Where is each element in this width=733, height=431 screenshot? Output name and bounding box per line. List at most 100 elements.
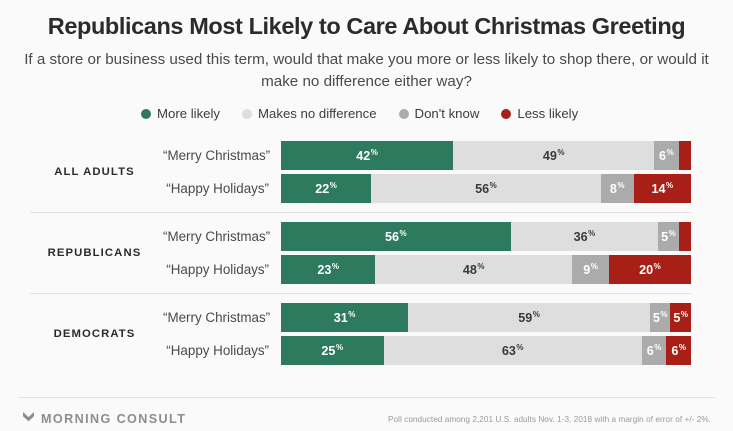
source-note: Poll conducted among 2,201 U.S. adults N… [388, 414, 711, 424]
legend-item-less: Less likely [501, 106, 578, 121]
percent-sign: % [654, 342, 662, 352]
bar-segment-number: 36 [573, 229, 588, 244]
legend-label: Don't know [414, 106, 480, 122]
bar-segment-dk: 6% [641, 336, 667, 366]
percent-sign: % [588, 228, 596, 238]
percent-sign: % [370, 147, 378, 157]
bar-segment-less: 14% [633, 174, 691, 204]
bar-segment-less [678, 222, 691, 252]
bar-segment-value: 20% [639, 261, 661, 277]
stacked-bar: 31% 59% 5% 5% [281, 303, 691, 333]
bar-segment-more: 23% [281, 255, 376, 285]
bar-segment-number: 31 [333, 310, 348, 325]
bar-segment-value: 59% [518, 309, 540, 325]
bar-segment-dk: 8% [600, 174, 634, 204]
bar-segment-value: 14% [651, 181, 673, 196]
stacked-bar: 25% 63% 6% 6% [281, 336, 691, 366]
row-label: “Merry Christmas” [163, 310, 271, 326]
bar-segment-more: 25% [281, 336, 384, 366]
bar-segment-value: 5% [673, 309, 689, 325]
bar-segment-number: 22 [315, 181, 330, 196]
bar-segment-dk: 5% [658, 222, 679, 252]
chart-row: “Merry Christmas” 56% 36% 5% [163, 222, 691, 252]
bar-segment-less: 5% [670, 303, 691, 333]
bar-segment-less: 6% [666, 336, 691, 366]
bar-segment-number: 14 [651, 181, 666, 196]
percent-sign: % [477, 261, 485, 271]
percent-sign: % [660, 309, 668, 319]
bar-segment-number: 5 [661, 229, 669, 244]
bar-segment-value: 22% [315, 180, 337, 196]
group-label: DEMOCRATS [53, 328, 136, 341]
legend-label: More likely [157, 106, 221, 122]
chart-plot-area: ALL ADULTS “Merry Christmas” 42% 49% 6% “Happ… [0, 132, 733, 397]
chart-row: “Happy Holidays” 23% 48% 9% 20% [163, 255, 691, 285]
group-rows: “Merry Christmas” 42% 49% 6% “Happy Holidays… [163, 141, 691, 204]
stacked-bar: 42% 49% 6% [281, 141, 691, 171]
percent-sign: % [516, 342, 524, 352]
chart-legend: More likely Makes no difference Don't know… [0, 106, 733, 121]
percent-sign: % [678, 342, 686, 352]
chart-row: “Happy Holidays” 25% 63% 6% 6% [163, 336, 691, 366]
bar-segment-nodiff: 36% [510, 222, 659, 252]
bar-segment-nodiff: 48% [375, 255, 573, 285]
bar-segment-more: 31% [281, 303, 409, 333]
percent-sign: % [617, 180, 625, 190]
percent-sign: % [329, 180, 337, 190]
bar-segment-number: 23 [317, 262, 332, 277]
bar-segment-nodiff: 63% [383, 336, 642, 366]
chart-header: Republicans Most Likely to Care About Ch… [0, 0, 733, 92]
percent-sign: % [557, 147, 565, 157]
bar-segment-dk: 6% [654, 141, 679, 171]
chart-group: DEMOCRATS “Merry Christmas” 31% 59% 5% 5% “Hap… [30, 293, 691, 374]
brand-name: MORNING CONSULT [41, 412, 187, 426]
bar-segment-value: 56% [475, 181, 497, 196]
chart-row: “Happy Holidays” 22% 56% 8% 14% [163, 174, 691, 204]
bar-segment-number: 48 [462, 262, 477, 277]
group-rows: “Merry Christmas” 31% 59% 5% 5% “Happy Holida… [163, 303, 691, 366]
bar-segment-more: 56% [281, 222, 511, 252]
legend-swatch-less-icon [501, 108, 512, 119]
percent-sign: % [399, 228, 407, 238]
percent-sign: % [532, 309, 540, 319]
bar-segment-number: 6 [646, 343, 654, 358]
bar-segment-number: 8 [609, 181, 617, 196]
row-label: “Happy Holidays” [166, 262, 269, 278]
bar-segment-number: 25 [321, 343, 336, 358]
bar-segment-value: 6% [646, 342, 662, 358]
bar-segment-value: 36% [573, 228, 596, 244]
bar-segment-less: 20% [608, 255, 691, 285]
bar-segment-number: 5 [652, 310, 660, 325]
percent-sign: % [668, 228, 676, 238]
bar-segment-value: 5% [661, 228, 676, 244]
bar-segment-number: 59 [518, 310, 533, 325]
bar-segment-number: 5 [673, 310, 681, 325]
stacked-bar: 56% 36% 5% [281, 222, 691, 252]
bar-segment-nodiff: 56% [371, 174, 601, 204]
percent-sign: % [653, 261, 661, 271]
chart-footer: MORNING CONSULT Poll conducted among 2,2… [18, 397, 715, 431]
row-label: “Happy Holidays” [166, 343, 269, 359]
legend-swatch-dk-icon [398, 108, 409, 119]
page-subtitle: If a store or business used this term, w… [24, 51, 709, 90]
page-title: Republicans Most Likely to Care About Ch… [47, 13, 686, 39]
bar-segment-number: 63 [501, 343, 516, 358]
stacked-bar: 23% 48% 9% 20% [281, 255, 691, 285]
bar-segment-value: 49% [542, 147, 565, 163]
bar-segment-value: 42% [356, 147, 378, 163]
legend-item-nodiff: Makes no difference [242, 106, 377, 121]
group-label: ALL ADULTS [54, 166, 135, 179]
bar-segment-number: 6 [671, 343, 679, 358]
chart-row: “Merry Christmas” 31% 59% 5% 5% [163, 303, 691, 333]
bar-segment-value: 56% [385, 228, 407, 244]
morning-consult-chevron-icon [22, 410, 35, 428]
legend-label: Less likely [517, 106, 579, 122]
legend-item-dk: Don't know [398, 106, 480, 122]
bar-segment-value: 31% [333, 310, 356, 325]
percent-sign: % [680, 309, 689, 319]
percent-sign: % [590, 261, 598, 271]
bar-segment-number: 42 [356, 148, 371, 163]
bar-segment-number: 49 [542, 148, 557, 163]
percent-sign: % [331, 261, 339, 271]
